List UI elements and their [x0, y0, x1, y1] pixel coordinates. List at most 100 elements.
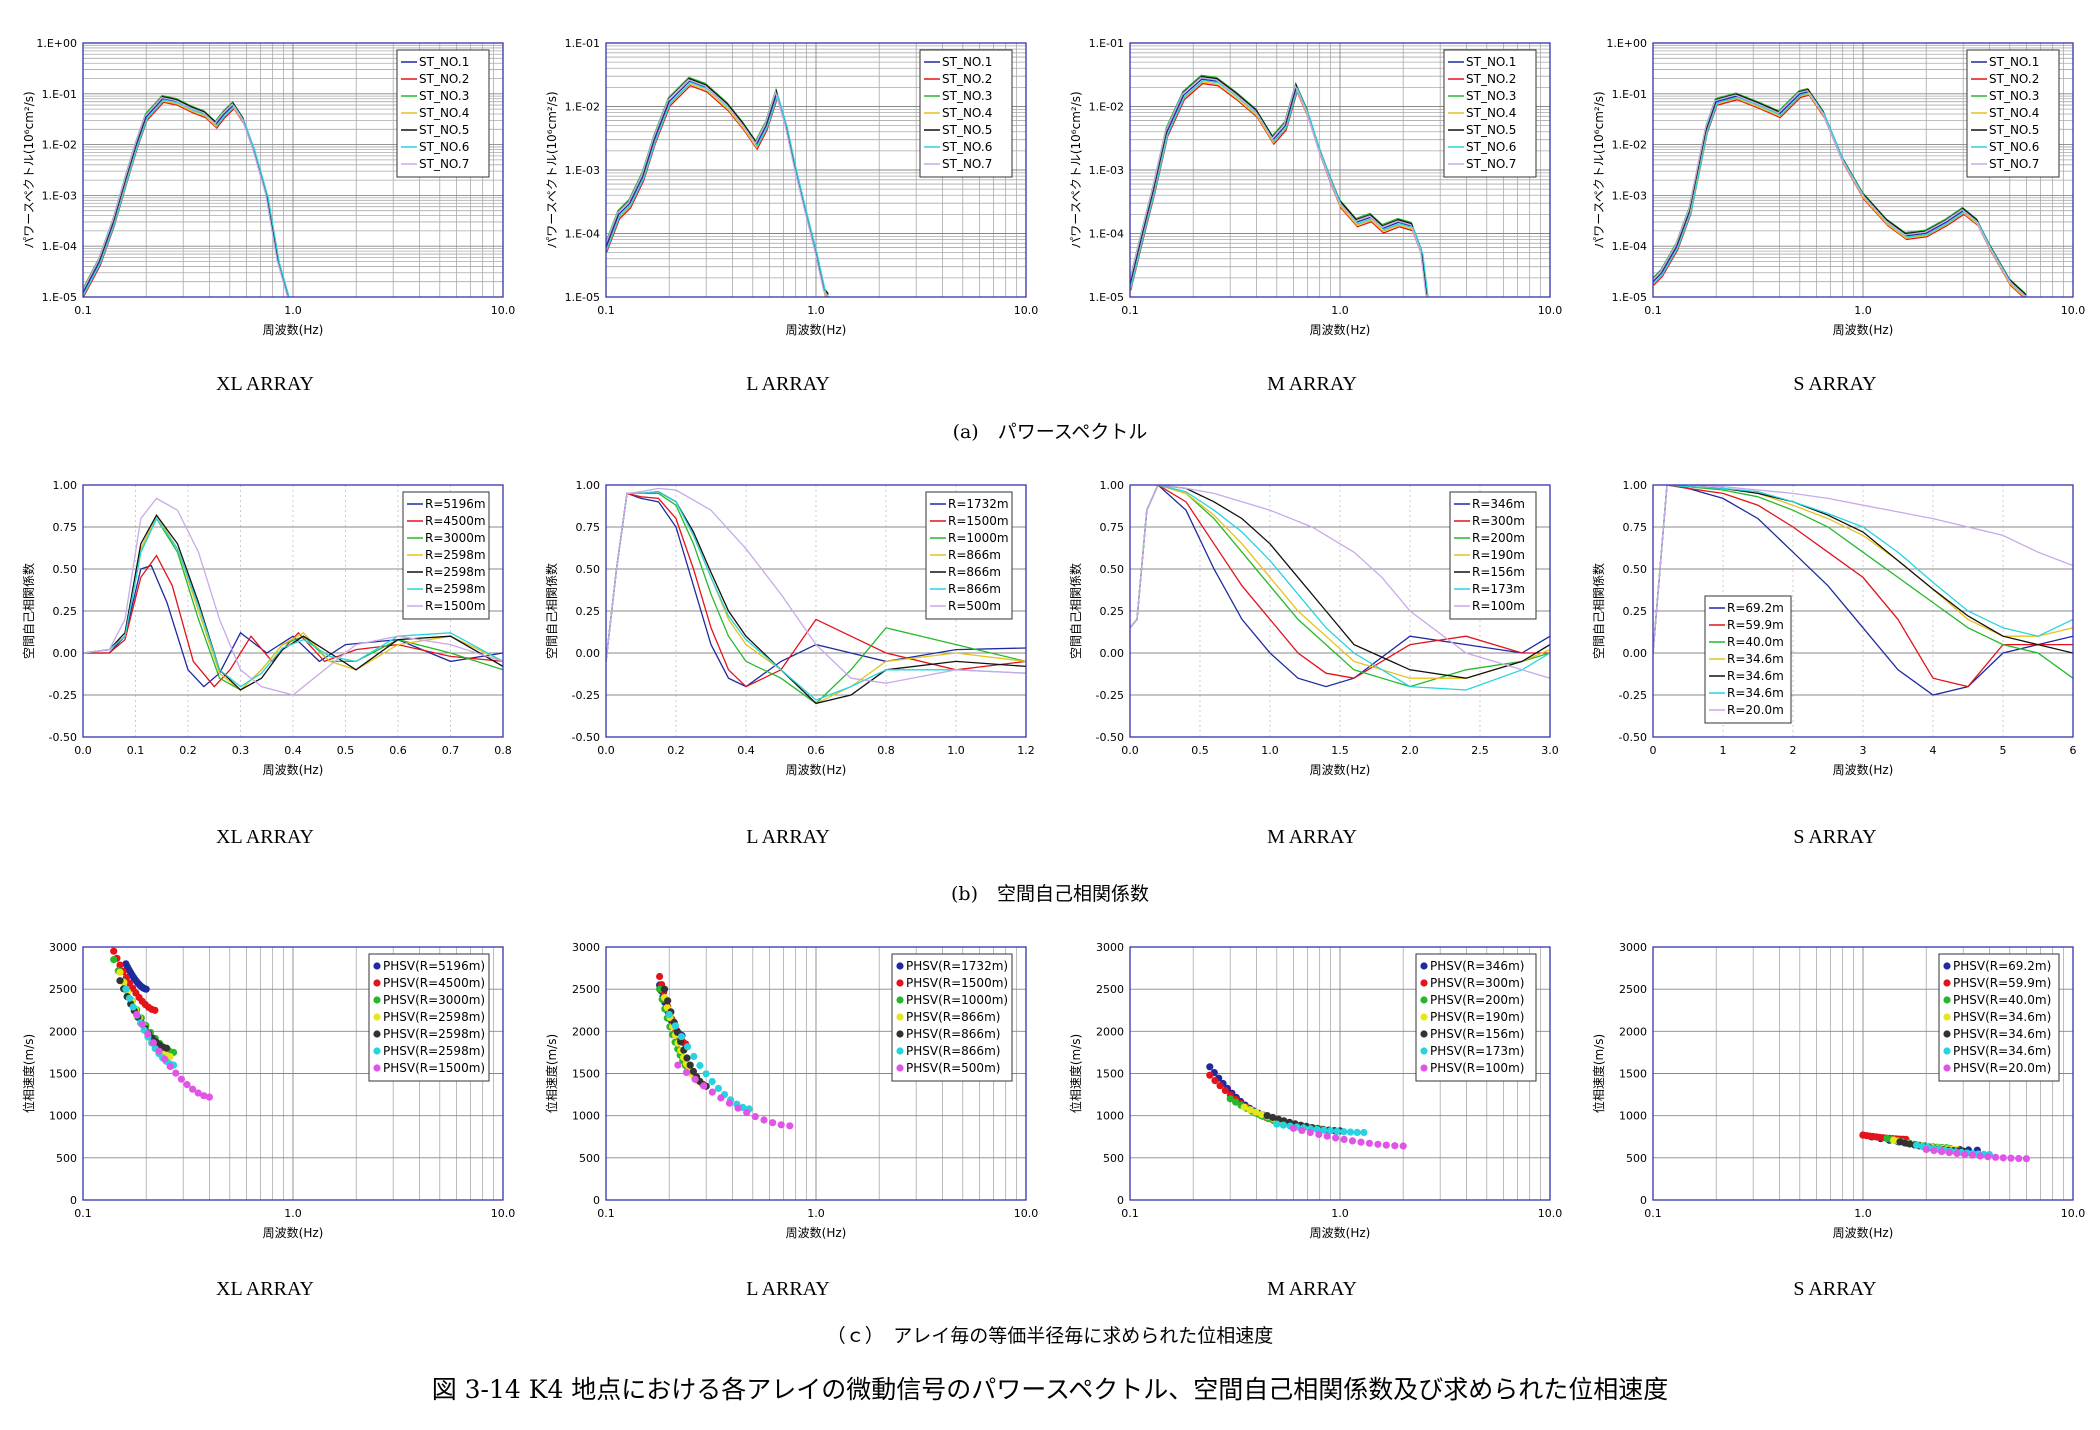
plot-area	[606, 487, 1026, 705]
data-point	[1930, 1146, 1938, 1155]
data-point	[660, 985, 669, 993]
data-point	[751, 1113, 759, 1121]
plot-area	[1130, 74, 1429, 297]
data-point	[1945, 1149, 1953, 1157]
y-tick-label: 1.E-02	[42, 139, 77, 152]
data-point	[116, 968, 124, 976]
data-point	[110, 956, 118, 964]
chart-spac-1: 0.0 0.2 0.4 0.6 0.8 1.0 1.2 1.00 0.75 0.50 0.25 0.0…	[544, 479, 1035, 777]
y-tick-label: -0.50	[1096, 731, 1124, 744]
legend-label: ST_NO.7	[1466, 157, 1516, 171]
x-tick-label: 0.8	[494, 744, 512, 757]
x-axis-label: 周波数(Hz)	[1833, 322, 1894, 337]
data-point	[189, 1085, 197, 1093]
legend: ST_NO.1 ST_NO.2 ST_NO.3 ST_NO.4 ST_NO.5 ST_NO…	[396, 49, 490, 178]
x-tick-label: 0.1	[597, 304, 615, 317]
data-point	[194, 1089, 202, 1097]
data-point	[689, 1067, 698, 1075]
legend-label: ST_NO.7	[1989, 157, 2039, 171]
series-line	[83, 99, 290, 297]
plot-area	[110, 947, 213, 1101]
y-tick-label: 1500	[1619, 1068, 1647, 1081]
y-tick-label: 2000	[1619, 1025, 1647, 1038]
legend-label: ST_NO.6	[942, 140, 992, 154]
x-tick-label: 1.0	[1854, 304, 1872, 317]
array-label-xl-phsv: XL ARRAY	[216, 1278, 314, 1300]
y-tick-label: 1500	[1096, 1068, 1124, 1081]
data-point	[777, 1121, 785, 1129]
y-tick-label: -0.25	[49, 689, 77, 702]
x-tick-label: 10.0	[1538, 1207, 1563, 1220]
x-tick-label: 0.5	[337, 744, 355, 757]
data-point	[708, 1088, 716, 1096]
x-axis-label: 周波数(Hz)	[786, 1225, 847, 1240]
x-tick-label: 0.1	[1644, 304, 1662, 317]
legend-label: ST_NO.7	[419, 157, 469, 171]
data-point	[1246, 1106, 1254, 1114]
y-tick-label: 0.00	[53, 647, 78, 660]
plot-frame	[1652, 42, 2074, 298]
x-tick-label: 5	[2000, 744, 2007, 757]
legend-box	[1415, 953, 1537, 1082]
legend-label: R=100m	[1472, 599, 1525, 613]
legend-label: PHSV(R=2598m)	[383, 1010, 485, 1024]
series-line	[83, 96, 288, 297]
y-tick-label: 0.25	[1623, 605, 1648, 618]
legend-label: R=4500m	[425, 514, 486, 528]
data-point	[690, 1052, 698, 1061]
data-point	[1382, 1141, 1390, 1149]
legend-marker	[1420, 1030, 1428, 1038]
series-line	[83, 94, 289, 295]
data-point	[144, 1030, 152, 1038]
y-tick-label: 1.E-05	[42, 291, 77, 304]
series-line	[606, 84, 827, 297]
array-label-l-power: L ARRAY	[746, 373, 830, 395]
plot-area	[83, 497, 503, 696]
data-point	[183, 1081, 191, 1089]
x-tick-label: 0.2	[179, 744, 197, 757]
legend-label: R=20.0m	[1727, 703, 1784, 717]
chart-spac-0: 0.0 0.1 0.2 0.3 0.4 0.5 0.6 0.7 0.8 1.00 0.75 0.50 0…	[21, 479, 512, 777]
legend-label: PHSV(R=173m)	[1430, 1044, 1524, 1058]
data-point	[133, 1010, 141, 1019]
x-tick-label: 10.0	[1014, 1207, 1039, 1220]
legend-marker	[1420, 962, 1428, 970]
legend: PHSV(R=5196m) PHSV(R=4500m) PHSV(R=3000m) P…	[368, 953, 490, 1082]
plot-area	[1859, 1131, 2030, 1163]
data-point	[1269, 1113, 1277, 1122]
data-point	[161, 1055, 169, 1063]
legend-label: ST_NO.5	[1466, 123, 1516, 137]
y-tick-label: 0	[1640, 1194, 1647, 1207]
x-tick-label: 3	[1860, 744, 1867, 757]
data-point	[1298, 1126, 1306, 1134]
y-tick-label: 0.50	[1623, 563, 1648, 576]
x-tick-label: 10.0	[491, 304, 516, 317]
x-tick-label: 1.0	[1261, 744, 1279, 757]
legend-label: PHSV(R=866m)	[906, 1027, 1000, 1041]
data-point	[1221, 1086, 1229, 1095]
legend-marker	[1943, 1013, 1951, 1021]
data-point	[1348, 1137, 1357, 1145]
data-point	[1289, 1124, 1297, 1132]
chart-phsv-2: 0.1 1.0 10.0 3000 2500 2000 1500 1000 500 0 周波数(Hz…	[1068, 941, 1562, 1240]
chart-power-0: 0.1 1.0 10.0 1.E+00 1.E-01 1.E-02 1.E-03 1.E-04…	[22, 37, 515, 337]
x-tick-label: 1.0	[284, 304, 302, 317]
series-line	[1653, 485, 2073, 654]
chart-spac-3: 0 1 2 3 4 5 6 1.00 0.75 0.50 0.25 0.00 -0.25 -0.50 周波数…	[1591, 479, 2077, 777]
legend-label: ST_NO.2	[1989, 72, 2039, 86]
plot-area	[1130, 485, 1550, 691]
data-point	[786, 1122, 794, 1130]
y-tick-label: 500	[1103, 1152, 1124, 1165]
data-point	[674, 1061, 682, 1069]
legend-label: R=2598m	[425, 548, 486, 562]
array-label-m-phsv: M ARRAY	[1267, 1278, 1357, 1300]
x-axis-label: 周波数(Hz)	[1310, 762, 1371, 777]
y-tick-label: 2500	[1096, 983, 1124, 996]
plot-frame	[1652, 946, 2074, 1201]
data-point	[1333, 1127, 1341, 1135]
data-point	[1216, 1082, 1224, 1090]
legend: PHSV(R=69.2m) PHSV(R=59.9m) PHSV(R=40.0m) P…	[1938, 953, 2060, 1082]
x-tick-label: 0.3	[232, 744, 250, 757]
y-tick-label: 1000	[1619, 1110, 1647, 1123]
legend-marker	[1420, 979, 1428, 987]
